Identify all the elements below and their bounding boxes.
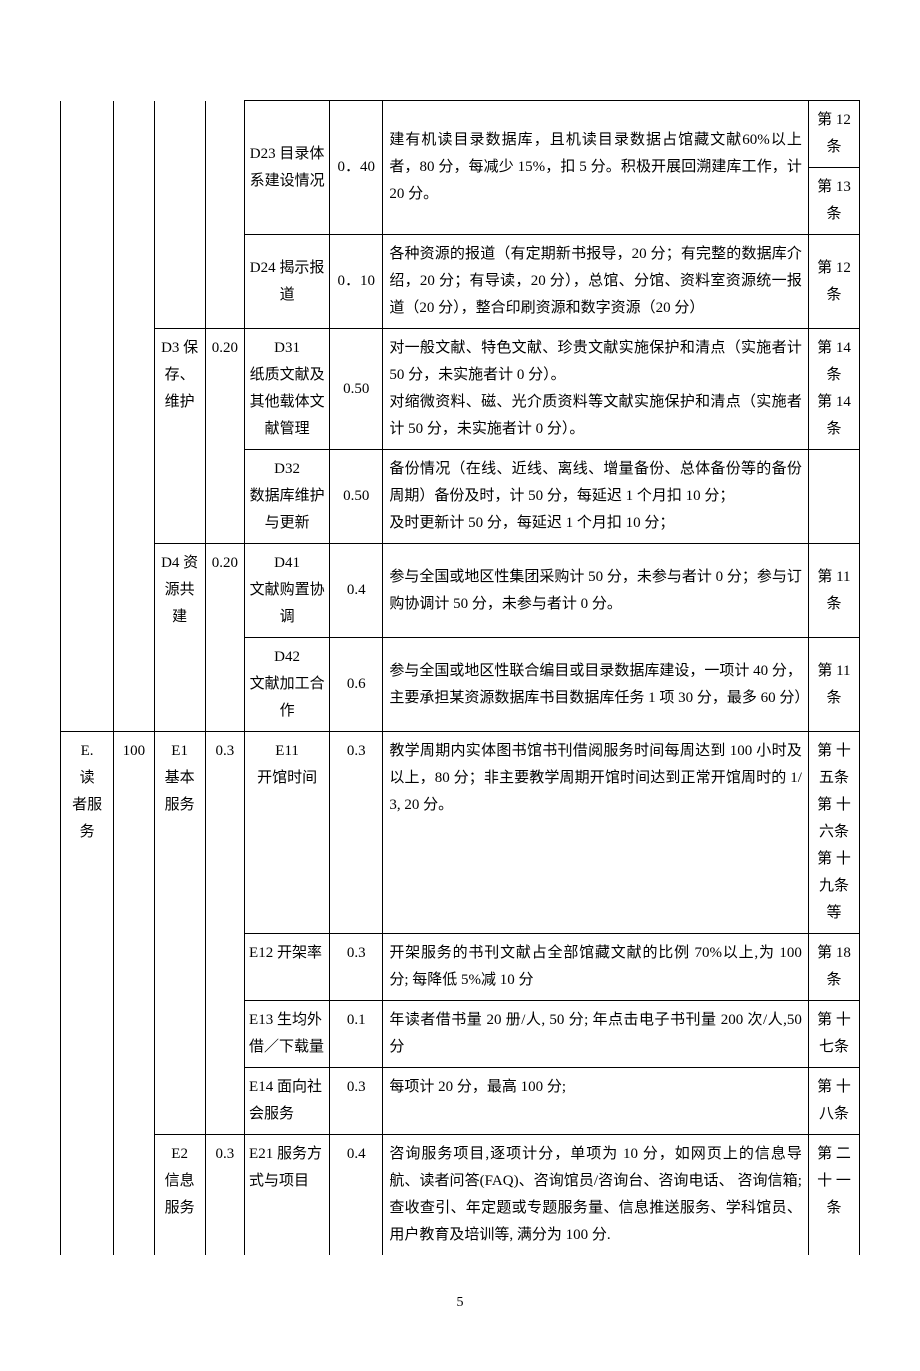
cell-d23-weight: 0．40 [330, 101, 383, 235]
cell-d41-ref: 第 11 条 [808, 544, 859, 638]
cell-e1-name: E1 基本服务 [154, 732, 205, 1135]
cell-d3-weight: 0.20 [205, 329, 244, 544]
cell-e12-name: E12 开架率 [245, 934, 330, 1001]
cell-d42-desc: 参与全国或地区性联合编目或目录数据库建设，一项计 40 分，主要承担某资源数据库… [383, 638, 809, 732]
cell-d42-ref: 第 11 条 [808, 638, 859, 732]
cell-d23-ref-b: 第 13 条 [808, 168, 859, 235]
cell-d31-name: D31 纸质文献及其他载体文献管理 [245, 329, 330, 450]
cell-d41-desc: 参与全国或地区性集团采购计 50 分，未参与者计 0 分；参与订购协调计 50 … [383, 544, 809, 638]
cell-blank-c4 [205, 101, 244, 329]
cell-d32-desc: 备份情况（在线、近线、离线、增量备份、总体备份等的备份周期）备份及时，计 50 … [383, 450, 809, 544]
cell-e11-name: E11 开馆时间 [245, 732, 330, 934]
evaluation-table: D23 目录体系建设情况 0．40 建有机读目录数据库，且机读目录数据占馆藏文献… [60, 100, 860, 1255]
cell-d24-weight: 0．10 [330, 235, 383, 329]
cell-d4-name: D4 资源共建 [154, 544, 205, 732]
cell-d23-ref-a: 第 12 条 [808, 101, 859, 168]
cell-d24-name: D24 揭示报道 [245, 235, 330, 329]
page-number: 5 [60, 1295, 860, 1311]
cell-e-score: 100 [114, 732, 154, 1256]
cell-e11-ref: 第 十五条 第 十六条 第 十九条等 [808, 732, 859, 934]
cell-d23-name: D23 目录体系建设情况 [245, 101, 330, 235]
cell-e21-desc: 咨询服务项目,逐项计分，单项为 10 分，如网页上的信息导航、读者问答(FAQ)… [383, 1135, 809, 1256]
cell-e-name: E. 读 者服务 [61, 732, 114, 1256]
cell-d4-weight: 0.20 [205, 544, 244, 732]
cell-e13-ref: 第 十七条 [808, 1001, 859, 1068]
cell-d42-name: D42 文献加工合作 [245, 638, 330, 732]
cell-blank-c2 [114, 101, 154, 732]
cell-blank-c3 [154, 101, 205, 329]
cell-d31-desc: 对一般文献、特色文献、珍贵文献实施保护和清点（实施者计 50 分，未实施者计 0… [383, 329, 809, 450]
cell-e13-weight: 0.1 [330, 1001, 383, 1068]
cell-d32-name: D32 数据库维护与更新 [245, 450, 330, 544]
cell-d41-weight: 0.4 [330, 544, 383, 638]
cell-d32-weight: 0.50 [330, 450, 383, 544]
cell-d42-weight: 0.6 [330, 638, 383, 732]
cell-d3-name: D3 保存、维护 [154, 329, 205, 544]
cell-e12-weight: 0.3 [330, 934, 383, 1001]
cell-e14-desc: 每项计 20 分，最高 100 分; [383, 1068, 809, 1135]
cell-d32-ref [808, 450, 859, 544]
cell-e12-ref: 第 18 条 [808, 934, 859, 1001]
cell-e21-weight: 0.4 [330, 1135, 383, 1256]
cell-d23-desc: 建有机读目录数据库，且机读目录数据占馆藏文献60%以上者，80 分，每减少 15… [383, 101, 809, 235]
cell-e13-name: E13 生均外借／下载量 [245, 1001, 330, 1068]
cell-e12-desc: 开架服务的书刊文献占全部馆藏文献的比例 70%以上,为 100 分; 每降低 5… [383, 934, 809, 1001]
cell-e13-desc: 年读者借书量 20 册/人, 50 分; 年点击电子书刊量 200 次/人,50… [383, 1001, 809, 1068]
cell-e1-weight: 0.3 [205, 732, 244, 1135]
cell-e14-ref: 第 十八条 [808, 1068, 859, 1135]
cell-e11-desc: 教学周期内实体图书馆书刊借阅服务时间每周达到 100 小时及以上，80 分；非主… [383, 732, 809, 934]
cell-d41-name: D41 文献购置协调 [245, 544, 330, 638]
cell-e11-weight: 0.3 [330, 732, 383, 934]
cell-e14-name: E14 面向社会服务 [245, 1068, 330, 1135]
cell-d31-weight: 0.50 [330, 329, 383, 450]
cell-d31-ref: 第 14 条 第 14 条 [808, 329, 859, 450]
cell-e2-name: E2 信息服务 [154, 1135, 205, 1256]
cell-e14-weight: 0.3 [330, 1068, 383, 1135]
cell-d24-ref: 第 12 条 [808, 235, 859, 329]
cell-blank-c1 [61, 101, 114, 732]
cell-e21-ref: 第 二十 一条 [808, 1135, 859, 1256]
cell-e21-name: E21 服务方式与项目 [245, 1135, 330, 1256]
cell-d24-desc: 各种资源的报道（有定期新书报导，20 分；有完整的数据库介绍，20 分；有导读，… [383, 235, 809, 329]
cell-e2-weight: 0.3 [205, 1135, 244, 1256]
